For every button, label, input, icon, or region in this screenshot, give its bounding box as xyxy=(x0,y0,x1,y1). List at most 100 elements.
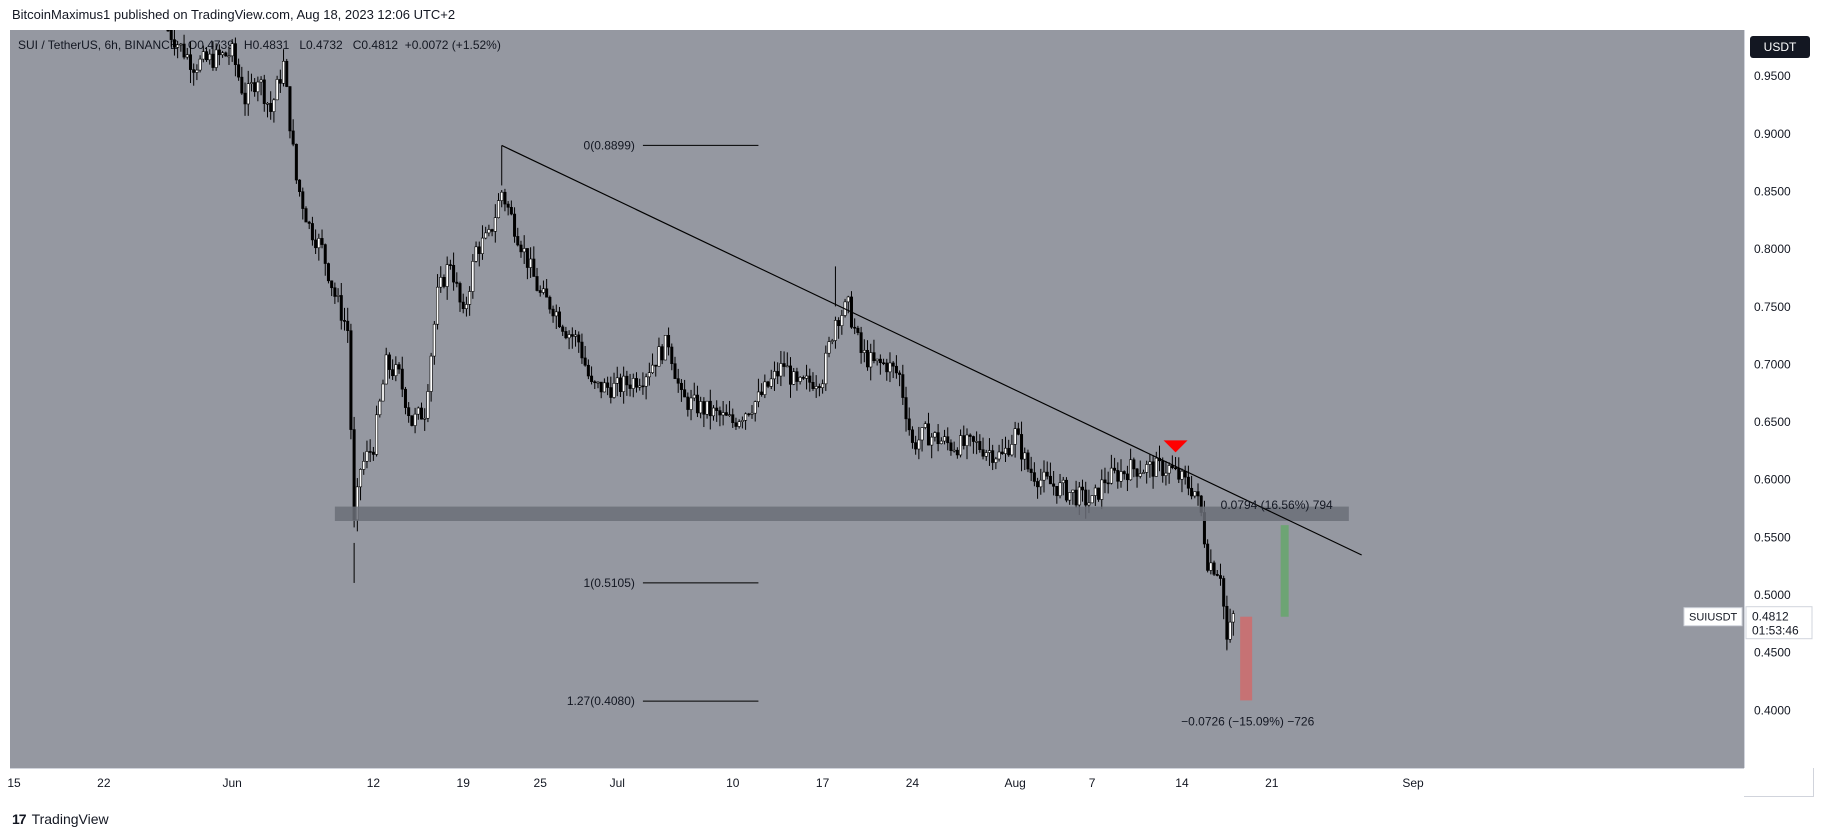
candle-body xyxy=(301,191,305,209)
candle-body xyxy=(926,423,930,446)
candle-body xyxy=(673,363,677,379)
candle-body xyxy=(233,43,237,65)
candle-body xyxy=(1106,482,1110,485)
price-tick-label: 0.8500 xyxy=(1754,184,1791,198)
candle-body xyxy=(930,436,934,446)
candle-body xyxy=(1039,479,1043,488)
candle-body xyxy=(821,383,825,388)
price-axis[interactable] xyxy=(1745,30,1814,768)
candle-body xyxy=(959,435,963,456)
candle-body xyxy=(679,382,683,390)
candle-body xyxy=(269,102,273,112)
candle-body xyxy=(1174,467,1178,470)
candle-body xyxy=(448,264,452,266)
candle-body xyxy=(676,378,680,384)
candle-body xyxy=(1167,465,1171,474)
candle-body xyxy=(965,434,969,446)
candle-body xyxy=(445,264,449,287)
candle-body xyxy=(1026,452,1030,470)
candle-body xyxy=(981,449,985,457)
candle-body xyxy=(1055,486,1059,497)
candle-body xyxy=(182,43,186,58)
candle-body xyxy=(798,377,802,382)
candle-body xyxy=(275,79,279,101)
tradingview-logo-icon: 17 xyxy=(12,811,27,827)
candle-body xyxy=(1161,460,1165,476)
candle-body xyxy=(564,331,568,339)
candle-body xyxy=(314,239,318,249)
price-tick-label: 0.6000 xyxy=(1754,473,1791,487)
candle-body xyxy=(907,418,911,431)
candle-body xyxy=(249,82,253,85)
candle-body xyxy=(256,81,260,93)
candle-body xyxy=(1206,543,1210,571)
candle-body xyxy=(1151,461,1155,477)
candle-body xyxy=(660,346,664,361)
candle-body xyxy=(294,143,298,181)
candle-body xyxy=(195,69,199,73)
candle-body xyxy=(1052,483,1056,487)
candle-body xyxy=(634,378,638,388)
legend-symbol[interactable]: SUI / TetherUS, 6h, BINANCE xyxy=(18,38,178,52)
measure-down-bar[interactable] xyxy=(1240,616,1253,701)
currency-button[interactable]: USDT xyxy=(1750,36,1810,58)
candle-body xyxy=(548,296,552,310)
measure-up-label: 0.0794 (16.56%) 794 xyxy=(1221,498,1333,512)
candle-body xyxy=(750,412,754,415)
candle-body xyxy=(1032,472,1036,482)
candle-body xyxy=(837,320,841,327)
candle-body xyxy=(949,442,953,451)
candle-body xyxy=(176,44,180,48)
candle-body xyxy=(615,377,619,384)
candle-body xyxy=(952,449,956,452)
candle-body xyxy=(1048,475,1052,485)
candle-body xyxy=(227,55,231,58)
candle-body xyxy=(429,355,433,392)
candle-body xyxy=(1132,459,1136,470)
price-tick-label: 0.4000 xyxy=(1754,703,1791,717)
candle-body xyxy=(625,375,629,386)
symbol-price-tag[interactable] xyxy=(1683,607,1743,627)
candle-body xyxy=(577,334,581,343)
candle-body xyxy=(1231,613,1235,623)
candle-body xyxy=(381,383,385,402)
price-tick-label: 0.9000 xyxy=(1754,127,1791,141)
time-tick-label: Sep xyxy=(1402,776,1424,790)
time-tick-label: 25 xyxy=(534,776,548,790)
candle-body xyxy=(278,79,282,84)
candle-body xyxy=(1077,486,1081,506)
bar-countdown: 01:53:46 xyxy=(1752,624,1799,638)
measure-up-bar[interactable] xyxy=(1280,525,1289,617)
candle-body xyxy=(1148,461,1152,465)
descending-trendline[interactable] xyxy=(501,144,1362,556)
candle-body xyxy=(323,244,327,264)
candle-body xyxy=(1116,470,1120,482)
last-price-value: 0.4812 xyxy=(1752,610,1789,624)
candle-body xyxy=(923,423,927,428)
candle-body xyxy=(503,191,507,205)
candle-body xyxy=(201,51,205,60)
time-axis[interactable] xyxy=(10,768,1744,797)
candle-body xyxy=(169,30,173,40)
candle-body xyxy=(240,76,244,94)
candle-body xyxy=(872,352,876,362)
candle-body xyxy=(509,206,513,215)
red-down-triangle-marker xyxy=(1163,440,1188,453)
candle-body xyxy=(516,236,520,246)
candle-body xyxy=(371,451,375,455)
candle-body xyxy=(387,354,391,370)
candle-body xyxy=(336,295,340,297)
candle-body xyxy=(259,79,263,83)
candle-body xyxy=(1023,452,1027,460)
candle-body xyxy=(1119,471,1123,482)
candle-body xyxy=(1068,492,1072,501)
legend-close: 0.4812 xyxy=(361,38,399,52)
candle-body xyxy=(702,401,706,415)
candle-body xyxy=(936,432,940,445)
candle-body xyxy=(397,364,401,370)
candle-body xyxy=(410,415,414,426)
candle-body xyxy=(330,280,334,289)
candle-body xyxy=(1084,489,1088,506)
plot-area[interactable] xyxy=(10,30,1744,768)
